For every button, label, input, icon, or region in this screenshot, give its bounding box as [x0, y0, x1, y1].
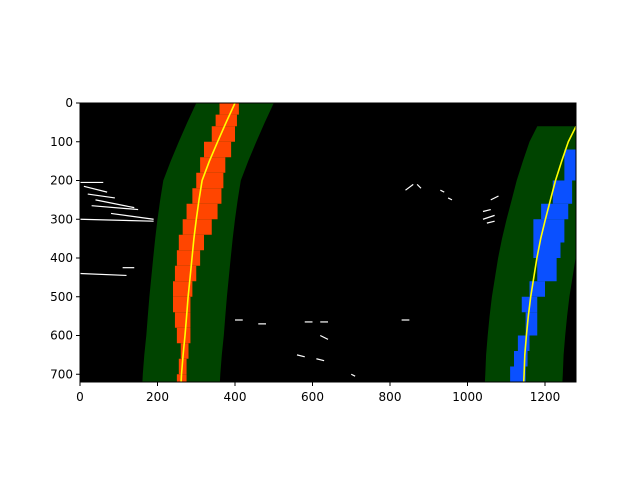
edge-pixel-10: [416, 183, 422, 189]
left-lane-pixels-band-16: [180, 343, 189, 359]
edge-pixel-23: [316, 358, 325, 362]
left-lane-pixels-band-13: [173, 296, 191, 313]
edge-pixel-15: [482, 214, 495, 220]
x-tick-label-3: 600: [301, 390, 324, 404]
x-tick-label-0: 0: [76, 390, 84, 404]
edge-pixel-1: [83, 185, 108, 193]
axes-frame: [79, 102, 577, 383]
edge-pixel-5: [110, 212, 154, 220]
right-lane-pixels-band-11: [510, 366, 526, 382]
y-tick-label-2: 200: [50, 174, 73, 188]
edge-pixel-12: [447, 197, 453, 201]
edge-pixel-21: [319, 334, 329, 340]
left-lane-pixels-band-8: [182, 219, 212, 235]
y-axis: 0 100 200 300 400 500 600 700: [50, 96, 80, 381]
left-lane-pixels-band-4: [200, 157, 226, 173]
fit-lines: [180, 103, 576, 382]
left-lane-pixels-band-7: [186, 203, 218, 220]
y-tick-label-0: 0: [65, 96, 73, 110]
edge-pixel-14: [482, 208, 491, 213]
edge-pixel-13: [490, 195, 499, 201]
y-tick-label-3: 300: [50, 212, 73, 226]
left-lane-pixels-band-6: [192, 188, 222, 204]
x-tick-label-6: 1200: [530, 390, 561, 404]
left-lane-pixels-band-11: [174, 265, 197, 282]
x-tick-label-4: 800: [379, 390, 402, 404]
right-lane-pixels-band-9: [517, 335, 530, 351]
y-tick-label-7: 700: [50, 367, 73, 381]
x-tick-label-2: 400: [224, 390, 247, 404]
left-lane-pixels-band-9: [178, 234, 204, 251]
left-lane-pixels-band-14: [174, 312, 191, 328]
y-tick-label-1: 100: [50, 135, 73, 149]
left-lane-pixels-band-5: [196, 172, 224, 189]
y-tick-label-6: 600: [50, 329, 73, 343]
edge-pixel-6: [80, 218, 154, 222]
right-fit-line: [522, 125, 576, 382]
edge-pixel-7: [80, 272, 127, 277]
edge-pixel-11: [440, 189, 445, 193]
right-lane-pixels-band-5: [537, 258, 557, 282]
right-lane-pixels-band-8: [525, 312, 538, 336]
x-tick-label-5: 1000: [452, 390, 483, 404]
edge-pixel-3: [95, 199, 135, 209]
edge-pixel-9: [405, 183, 414, 191]
right-lane-pixels-band-3: [533, 219, 565, 243]
y-tick-label-5: 500: [50, 290, 73, 304]
left-lane-pixels-band-0: [219, 103, 239, 115]
right-lane-pixels-band-0: [564, 149, 576, 181]
y-tick-label-4: 400: [50, 251, 73, 265]
x-tick-label-1: 200: [146, 390, 169, 404]
left-lane-pixels-band-10: [176, 250, 201, 266]
edge-pixel-4: [91, 205, 139, 211]
left-fit-line: [180, 103, 236, 382]
left-lane-pixels-band-12: [173, 281, 193, 297]
left-lane-pixels-band-3: [204, 141, 232, 158]
edge-pixel-22: [296, 354, 305, 358]
edge-pixel-2: [87, 193, 115, 199]
edge-pixels: [80, 181, 499, 377]
plot-area: [80, 103, 576, 382]
right-lane-pixels-band-1: [552, 180, 573, 204]
edge-pixel-24: [350, 373, 356, 377]
left-lane-pixels-band-15: [176, 327, 191, 344]
right-lane-pixels-band-4: [533, 242, 561, 258]
x-axis: 0 200 400 600 800 1000 1200: [76, 382, 560, 404]
left-lane-pixels-band-2: [211, 126, 235, 142]
edge-pixel-16: [486, 220, 495, 224]
